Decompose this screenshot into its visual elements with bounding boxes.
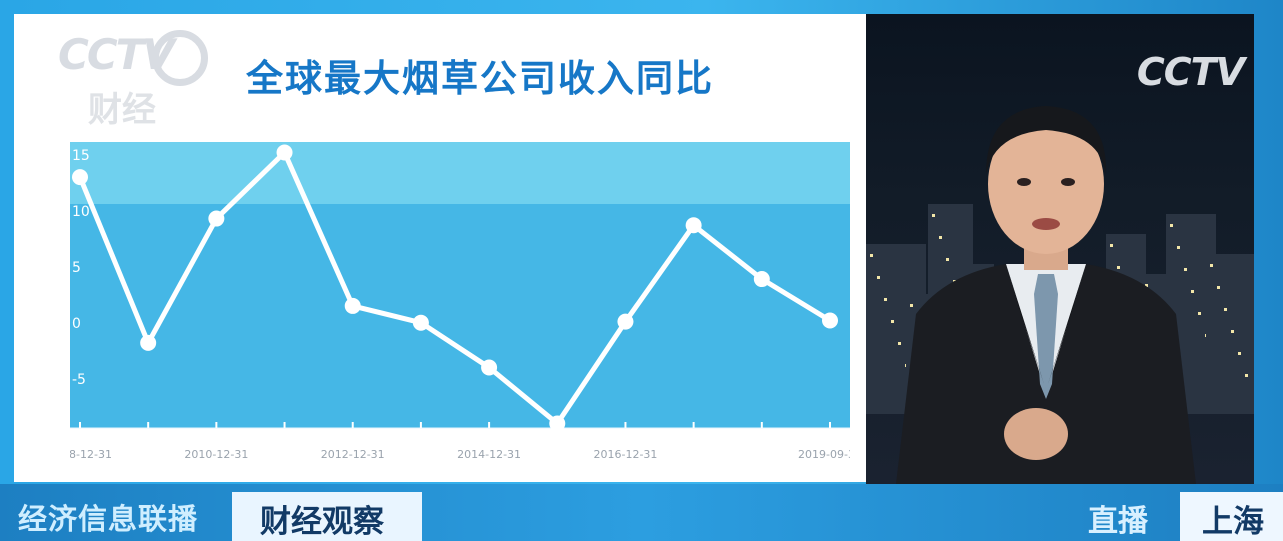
data-point bbox=[753, 271, 770, 288]
x-tick-label: 2012-12-31 bbox=[321, 448, 385, 461]
chart-bands bbox=[70, 142, 850, 428]
x-tick-label: 2016-12-31 bbox=[593, 448, 657, 461]
y-tick-label: -5 bbox=[72, 372, 86, 388]
data-point bbox=[72, 169, 88, 186]
cctv-finance-logo: CCTV 财经 bbox=[54, 24, 224, 130]
program-name: 经济信息联播 bbox=[18, 502, 199, 536]
data-point bbox=[208, 210, 225, 227]
data-point bbox=[481, 359, 498, 376]
window-light bbox=[1238, 352, 1241, 355]
data-point bbox=[412, 314, 429, 331]
chart-band bbox=[70, 260, 850, 316]
presenter-video: CCTV bbox=[866, 14, 1254, 484]
chart-band bbox=[70, 204, 850, 260]
series-line bbox=[77, 150, 832, 426]
window-light bbox=[884, 298, 887, 301]
data-point bbox=[140, 334, 157, 351]
data-point bbox=[549, 415, 566, 432]
window-light bbox=[898, 342, 901, 345]
lower-third-bar: 经济信息联播 财经观察 直播 上海 bbox=[0, 484, 1283, 541]
y-tick-label: 0 bbox=[72, 316, 81, 332]
location-name: 上海 bbox=[1202, 504, 1264, 540]
chart-band bbox=[70, 372, 850, 428]
logo-sub-text: 财经 bbox=[88, 90, 156, 130]
window-light bbox=[1224, 308, 1227, 311]
y-tick-label: 10 bbox=[72, 204, 90, 220]
window-light bbox=[1245, 374, 1248, 377]
window-light bbox=[1170, 224, 1173, 227]
window-light bbox=[1117, 266, 1120, 269]
window-light bbox=[1191, 290, 1194, 293]
y-tick-label: 15 bbox=[72, 148, 90, 164]
chart-band bbox=[70, 316, 850, 372]
window-light bbox=[1110, 244, 1113, 247]
window-light bbox=[932, 214, 935, 217]
y-tick-label: -10 bbox=[72, 428, 95, 444]
y-axis: 15 10 5 0 -5 -10 bbox=[72, 148, 95, 444]
chart-band bbox=[70, 148, 850, 204]
location-box: 上海 bbox=[1180, 492, 1283, 541]
window-light bbox=[1145, 284, 1148, 287]
window-light bbox=[891, 320, 894, 323]
window-light bbox=[946, 258, 949, 261]
logo-circle-icon bbox=[152, 30, 208, 86]
x-tick-label: 2010-12-31 bbox=[184, 448, 248, 461]
revenue-yoy-chart: 15 10 5 0 -5 -10 2008-12-31 2010-12-31 2012-12-… bbox=[70, 142, 850, 461]
data-point bbox=[276, 144, 293, 161]
window-light bbox=[870, 254, 873, 257]
window-light bbox=[1184, 268, 1187, 271]
building bbox=[1206, 254, 1254, 414]
cctv-logo-bug: CCTV bbox=[1136, 50, 1245, 94]
chart-band-top bbox=[70, 142, 850, 148]
live-label: 直播 bbox=[1088, 504, 1148, 539]
window-light bbox=[1217, 286, 1220, 289]
y-tick-label: 5 bbox=[72, 260, 81, 276]
news-anchor bbox=[896, 106, 1196, 484]
x-axis: 2008-12-31 2010-12-31 2012-12-31 2014-12-31… bbox=[70, 422, 850, 461]
window-light bbox=[910, 304, 913, 307]
window-light bbox=[1231, 330, 1234, 333]
window-light bbox=[1198, 312, 1201, 315]
segment-box: 财经观察 bbox=[232, 492, 422, 541]
segment-name: 财经观察 bbox=[260, 504, 384, 540]
window-light bbox=[1210, 264, 1213, 267]
window-light bbox=[877, 276, 880, 279]
window-light bbox=[1177, 246, 1180, 249]
x-tick-label: 2014-12-31 bbox=[457, 448, 521, 461]
data-point bbox=[822, 312, 838, 329]
data-point bbox=[617, 313, 634, 330]
x-tick-label: 2008-12-31 bbox=[70, 448, 112, 461]
series-points bbox=[72, 144, 838, 432]
data-point bbox=[685, 217, 702, 234]
chart-title: 全球最大烟草公司收入同比 bbox=[246, 57, 714, 100]
data-point bbox=[344, 297, 361, 314]
x-tick-label: 2019-09-30 bbox=[798, 448, 850, 461]
window-light bbox=[939, 236, 942, 239]
graphic-panel: CCTV 财经 全球最大烟草公司收入同比 15 10 5 0 -5 -10 2008-12… bbox=[14, 14, 866, 482]
